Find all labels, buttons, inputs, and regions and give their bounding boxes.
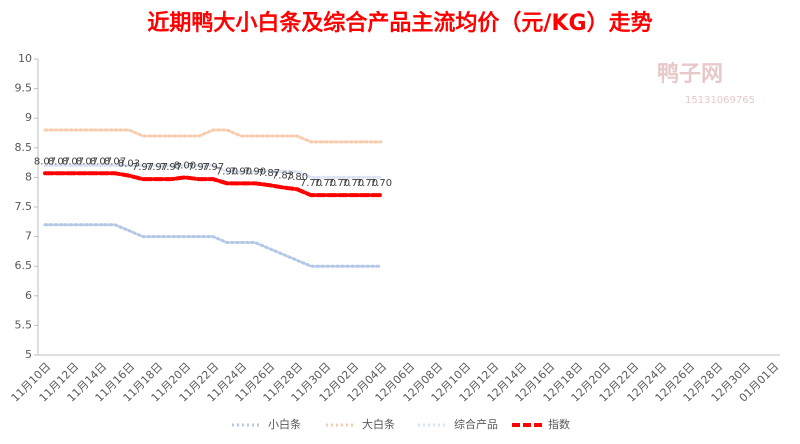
data-label: 8.07	[34, 156, 56, 167]
data-label: 8.07	[104, 156, 126, 167]
data-label: 7.70	[314, 178, 336, 189]
watermark-phone: 15131069765	[685, 95, 755, 106]
data-label: 7.70	[328, 178, 350, 189]
y-tick-label: 6	[25, 289, 32, 302]
data-label: 7.70	[370, 178, 392, 189]
y-tick-label: 7	[25, 230, 32, 243]
series-line	[43, 171, 383, 198]
data-label: 8.07	[76, 156, 98, 167]
chart-title: 近期鸭大小白条及综合产品主流均价（元/KG）走势	[147, 10, 652, 36]
data-label: 7.80	[286, 172, 308, 183]
y-tick-label: 9	[25, 111, 32, 124]
y-tick-label: 8	[25, 170, 32, 183]
series-line	[43, 128, 383, 144]
data-label: 7.70	[300, 178, 322, 189]
data-label: 7.70	[356, 178, 378, 189]
data-label: 7.97	[146, 162, 168, 173]
series-line	[43, 223, 383, 268]
data-label: 8.07	[48, 156, 70, 167]
data-label: 7.97	[160, 162, 182, 173]
data-label: 8.03	[118, 159, 140, 170]
data-label: 8.07	[62, 156, 84, 167]
data-label: 8.00	[174, 160, 196, 171]
data-label: 8.07	[90, 156, 112, 167]
data-label: 7.87	[258, 168, 280, 179]
watermark: 鸭子网	[657, 61, 723, 87]
data-label: 7.83	[272, 170, 294, 181]
y-tick-label: 7.5	[15, 200, 33, 213]
data-label: 7.90	[230, 166, 252, 177]
legend-label: 大白条	[362, 417, 395, 431]
y-tick-label: 8.5	[15, 141, 33, 154]
legend-label: 小白条	[268, 417, 301, 431]
y-tick-label: 5	[25, 348, 32, 361]
data-label: 7.97	[188, 162, 210, 173]
series-line	[43, 164, 383, 179]
data-label: 7.90	[244, 166, 266, 177]
data-label: 7.90	[216, 166, 238, 177]
y-tick-label: 6.5	[15, 259, 33, 272]
y-tick-label: 9.5	[15, 82, 33, 95]
data-label: 7.97	[202, 162, 224, 173]
y-tick-label: 10	[18, 52, 32, 65]
legend-label: 指数	[548, 417, 570, 431]
data-label: 7.70	[342, 178, 364, 189]
data-label: 7.97	[132, 162, 154, 173]
legend-label: 综合产品	[454, 417, 498, 431]
y-tick-label: 5.5	[15, 318, 33, 331]
